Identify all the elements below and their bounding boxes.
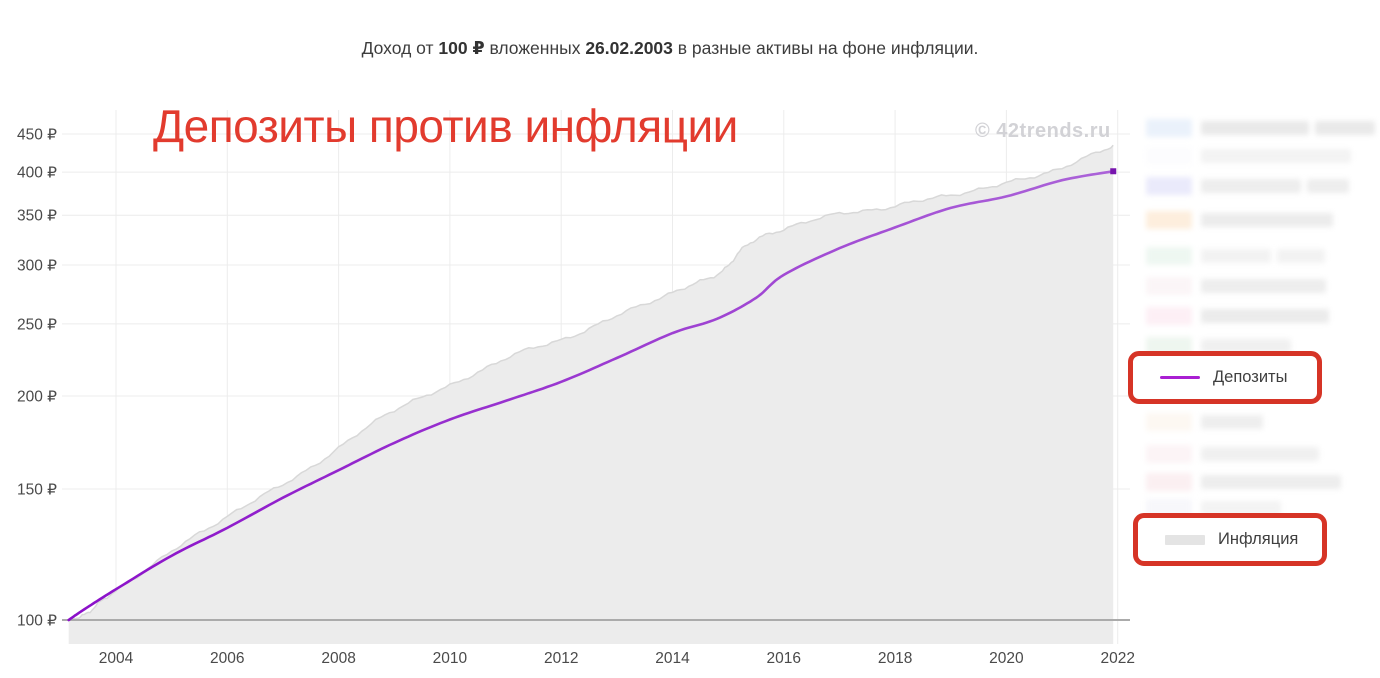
y-axis-tick-label: 450 ₽	[17, 127, 57, 144]
legend-item-obscured[interactable]	[1146, 472, 1341, 492]
legend-text-obscured	[1201, 339, 1291, 353]
legend-item-obscured[interactable]	[1146, 146, 1351, 166]
legend-item-obscured[interactable]	[1146, 336, 1291, 356]
legend-text-obscured	[1307, 179, 1349, 193]
legend-item-obscured[interactable]	[1146, 498, 1281, 518]
y-axis-tick-label: 250 ₽	[17, 316, 57, 333]
x-axis-tick-label: 2006	[210, 650, 244, 667]
legend-swatch-obscured	[1146, 177, 1192, 195]
legend-text-obscured	[1201, 475, 1341, 489]
legend-item-obscured[interactable]	[1146, 118, 1375, 138]
y-axis-tick-label: 350 ₽	[17, 208, 57, 225]
legend-swatch-obscured	[1146, 413, 1192, 431]
legend-swatch-obscured	[1146, 499, 1192, 517]
x-axis-tick-label: 2020	[989, 650, 1024, 667]
legend-text-obscured	[1201, 279, 1326, 293]
y-axis-tick-label: 400 ₽	[17, 165, 57, 182]
chart-title: Доход от 100 ₽ вложенных 26.02.2003 в ра…	[0, 38, 1340, 59]
legend-text-obscured	[1201, 501, 1281, 515]
x-axis-tick-label: 2004	[99, 650, 134, 667]
overlay-heading: Депозиты против инфляции	[153, 100, 738, 152]
y-axis-tick-label: 300 ₽	[17, 258, 57, 275]
x-axis-tick-label: 2016	[767, 650, 801, 667]
legend-swatch-obscured	[1146, 473, 1192, 491]
legend-text-obscured	[1201, 121, 1309, 135]
legend-swatch-obscured	[1146, 445, 1192, 463]
legend-item-deposits[interactable]: Депозиты	[1128, 351, 1322, 404]
legend-item-obscured[interactable]	[1146, 176, 1349, 196]
y-axis-tick-label: 200 ₽	[17, 389, 57, 406]
x-axis-tick-label: 2014	[655, 650, 690, 667]
legend-item-obscured[interactable]	[1146, 210, 1333, 230]
legend-swatch-obscured	[1146, 247, 1192, 265]
legend-text-obscured	[1201, 213, 1333, 227]
legend-text-obscured	[1201, 149, 1351, 163]
legend-item-obscured[interactable]	[1146, 276, 1326, 296]
legend-text-obscured	[1201, 249, 1271, 263]
legend-panel-obscured	[1146, 108, 1380, 578]
legend-item-obscured[interactable]	[1146, 306, 1329, 326]
title-suffix: в разные активы на фоне инфляции.	[672, 38, 979, 58]
inflation-bar-swatch	[1165, 534, 1205, 545]
deposits-line-swatch	[1160, 376, 1200, 379]
legend-swatch-obscured	[1146, 307, 1192, 325]
legend-text-obscured	[1315, 121, 1375, 135]
y-axis-tick-label: 100 ₽	[17, 613, 57, 630]
legend-text-obscured	[1201, 415, 1263, 429]
legend-swatch-obscured	[1146, 277, 1192, 295]
legend-text-obscured	[1201, 309, 1329, 323]
x-axis-tick-label: 2010	[433, 650, 468, 667]
y-axis-tick-label: 150 ₽	[17, 481, 57, 498]
x-axis-tick-label: 2022	[1100, 650, 1134, 667]
legend-swatch-obscured	[1146, 211, 1192, 229]
legend-swatch-obscured	[1146, 337, 1192, 355]
legend-swatch-obscured	[1146, 119, 1192, 137]
legend-item-obscured[interactable]	[1146, 412, 1263, 432]
title-mid: вложенных	[484, 38, 586, 58]
legend-item-obscured[interactable]	[1146, 246, 1325, 266]
legend-item-obscured[interactable]	[1146, 444, 1319, 464]
x-axis-tick-label: 2012	[544, 650, 578, 667]
title-prefix: Доход от	[361, 38, 439, 58]
title-amount: 100 ₽	[438, 38, 485, 58]
legend-label-deposits: Депозиты	[1213, 368, 1288, 386]
watermark: © 42trends.ru	[975, 120, 1111, 142]
title-date: 26.02.2003	[585, 38, 673, 58]
x-axis-tick-label: 2008	[321, 650, 355, 667]
legend-text-obscured	[1277, 249, 1325, 263]
x-axis-tick-label: 2018	[878, 650, 912, 667]
legend-item-inflation[interactable]: Инфляция	[1133, 513, 1327, 566]
legend-swatch-obscured	[1146, 147, 1192, 165]
legend-text-obscured	[1201, 447, 1319, 461]
legend-label-inflation: Инфляция	[1218, 530, 1299, 548]
legend-text-obscured	[1201, 179, 1301, 193]
